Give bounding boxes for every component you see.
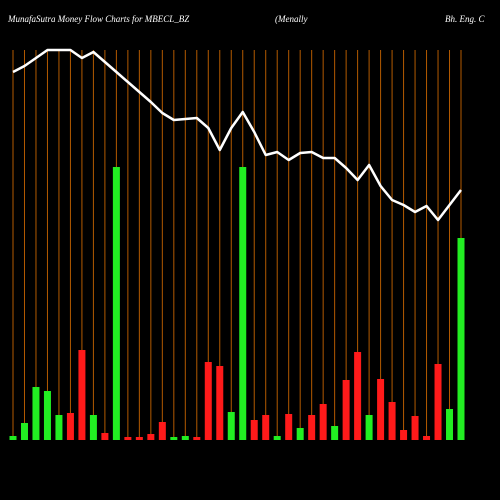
bar <box>124 437 132 440</box>
bar <box>216 366 224 440</box>
bar <box>78 350 86 440</box>
bar <box>158 422 166 440</box>
bar <box>319 404 327 440</box>
bar <box>250 420 258 440</box>
bar <box>285 414 293 440</box>
bar <box>147 434 155 440</box>
bar <box>32 387 40 440</box>
bar <box>446 409 454 440</box>
bar <box>457 238 465 440</box>
bar <box>227 412 235 440</box>
bar <box>296 428 304 440</box>
bar <box>434 364 442 440</box>
bar <box>204 362 212 440</box>
bar <box>112 167 120 440</box>
bar <box>66 413 74 440</box>
bar <box>377 379 385 440</box>
bar <box>262 415 270 440</box>
bar <box>55 415 63 440</box>
bar <box>181 436 189 440</box>
bar <box>400 430 408 440</box>
chart-subtitle: Bh. Eng. C <box>445 14 485 24</box>
bar <box>342 380 350 440</box>
money-flow-line <box>12 48 462 222</box>
bar <box>101 433 109 440</box>
bar <box>43 391 51 440</box>
chart-title: MunafaSutra Money Flow Charts for MBECL_… <box>7 14 190 24</box>
bar <box>170 437 178 440</box>
bar <box>354 352 362 440</box>
bar <box>135 437 143 440</box>
bar <box>193 437 201 440</box>
bar <box>308 415 316 440</box>
bar <box>273 436 281 440</box>
bar <box>89 415 97 440</box>
bar <box>388 402 396 440</box>
chart-subtitle: (Menally <box>275 14 307 24</box>
bar <box>331 426 339 440</box>
bar <box>365 415 373 440</box>
bar <box>9 436 17 440</box>
bar <box>411 416 419 440</box>
bar <box>423 436 431 440</box>
bar <box>239 167 247 440</box>
bar <box>20 423 28 440</box>
